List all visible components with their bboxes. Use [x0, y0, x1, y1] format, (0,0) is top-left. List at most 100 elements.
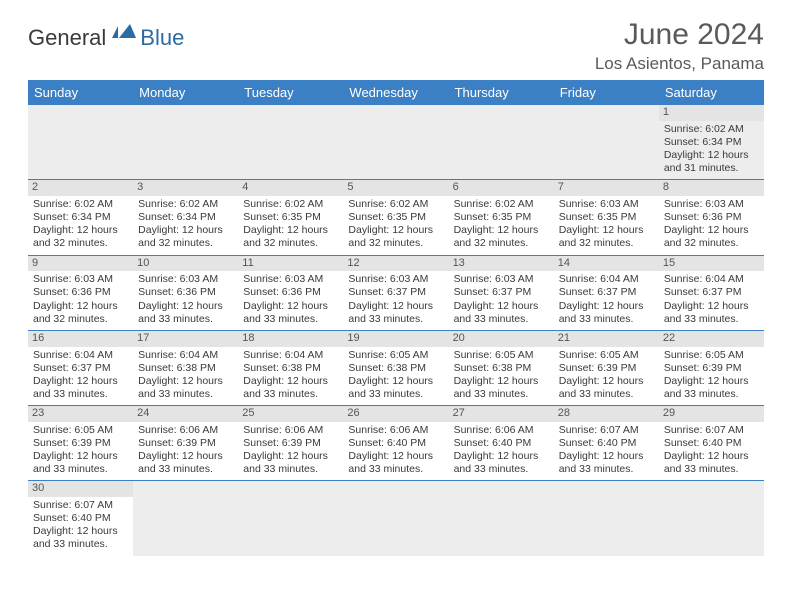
day-number: 26 [343, 406, 448, 422]
calendar-week-row: 16Sunrise: 6:04 AMSunset: 6:37 PMDayligh… [28, 330, 764, 405]
sunrise-line: Sunrise: 6:02 AM [454, 198, 549, 211]
calendar-day-cell [133, 105, 238, 180]
day-number: 13 [449, 256, 554, 272]
daylight-line: Daylight: 12 hours and 33 minutes. [348, 300, 443, 326]
calendar-day-cell: 11Sunrise: 6:03 AMSunset: 6:36 PMDayligh… [238, 255, 343, 330]
calendar-day-cell: 10Sunrise: 6:03 AMSunset: 6:36 PMDayligh… [133, 255, 238, 330]
weekday-header: Sunday [28, 80, 133, 105]
day-number: 28 [554, 406, 659, 422]
weekday-header-row: Sunday Monday Tuesday Wednesday Thursday… [28, 80, 764, 105]
day-number: 16 [28, 331, 133, 347]
sunset-line: Sunset: 6:39 PM [138, 437, 233, 450]
calendar-day-cell: 30Sunrise: 6:07 AMSunset: 6:40 PMDayligh… [28, 481, 133, 556]
sunset-line: Sunset: 6:35 PM [243, 211, 338, 224]
sunrise-line: Sunrise: 6:04 AM [138, 349, 233, 362]
daylight-line: Daylight: 12 hours and 33 minutes. [664, 300, 759, 326]
weekday-header: Saturday [659, 80, 764, 105]
day-number: 18 [238, 331, 343, 347]
calendar-week-row: 2Sunrise: 6:02 AMSunset: 6:34 PMDaylight… [28, 180, 764, 255]
day-number: 6 [449, 180, 554, 196]
day-number: 14 [554, 256, 659, 272]
calendar-day-cell: 2Sunrise: 6:02 AMSunset: 6:34 PMDaylight… [28, 180, 133, 255]
weekday-header: Tuesday [238, 80, 343, 105]
sunrise-line: Sunrise: 6:04 AM [243, 349, 338, 362]
day-number: 25 [238, 406, 343, 422]
sunrise-line: Sunrise: 6:03 AM [454, 273, 549, 286]
sunrise-line: Sunrise: 6:04 AM [33, 349, 128, 362]
day-number: 22 [659, 331, 764, 347]
calendar-week-row: 9Sunrise: 6:03 AMSunset: 6:36 PMDaylight… [28, 255, 764, 330]
day-number: 7 [554, 180, 659, 196]
sunset-line: Sunset: 6:38 PM [348, 362, 443, 375]
title-block: June 2024 Los Asientos, Panama [595, 18, 764, 74]
calendar-day-cell: 25Sunrise: 6:06 AMSunset: 6:39 PMDayligh… [238, 406, 343, 481]
weekday-header: Wednesday [343, 80, 448, 105]
daylight-line: Daylight: 12 hours and 32 minutes. [33, 224, 128, 250]
calendar-day-cell [449, 105, 554, 180]
calendar-day-cell: 22Sunrise: 6:05 AMSunset: 6:39 PMDayligh… [659, 330, 764, 405]
day-number: 9 [28, 256, 133, 272]
calendar-day-cell: 29Sunrise: 6:07 AMSunset: 6:40 PMDayligh… [659, 406, 764, 481]
day-number: 12 [343, 256, 448, 272]
sunset-line: Sunset: 6:36 PM [243, 286, 338, 299]
sunrise-line: Sunrise: 6:03 AM [33, 273, 128, 286]
daylight-line: Daylight: 12 hours and 33 minutes. [33, 525, 128, 551]
calendar-day-cell: 19Sunrise: 6:05 AMSunset: 6:38 PMDayligh… [343, 330, 448, 405]
calendar-day-cell: 6Sunrise: 6:02 AMSunset: 6:35 PMDaylight… [449, 180, 554, 255]
calendar-day-cell [343, 481, 448, 556]
calendar-week-row: 30Sunrise: 6:07 AMSunset: 6:40 PMDayligh… [28, 481, 764, 556]
calendar-day-cell: 20Sunrise: 6:05 AMSunset: 6:38 PMDayligh… [449, 330, 554, 405]
sunset-line: Sunset: 6:38 PM [454, 362, 549, 375]
daylight-line: Daylight: 12 hours and 33 minutes. [664, 450, 759, 476]
daylight-line: Daylight: 12 hours and 33 minutes. [33, 375, 128, 401]
header: General Blue June 2024 Los Asientos, Pan… [28, 18, 764, 74]
sunrise-line: Sunrise: 6:06 AM [454, 424, 549, 437]
sunset-line: Sunset: 6:38 PM [243, 362, 338, 375]
day-number: 8 [659, 180, 764, 196]
sunset-line: Sunset: 6:34 PM [664, 136, 759, 149]
calendar-day-cell: 18Sunrise: 6:04 AMSunset: 6:38 PMDayligh… [238, 330, 343, 405]
logo-flag-icon [112, 24, 138, 45]
calendar-week-row: 1Sunrise: 6:02 AMSunset: 6:34 PMDaylight… [28, 105, 764, 180]
daylight-line: Daylight: 12 hours and 32 minutes. [664, 224, 759, 250]
daylight-line: Daylight: 12 hours and 33 minutes. [454, 450, 549, 476]
sunset-line: Sunset: 6:35 PM [559, 211, 654, 224]
day-number: 15 [659, 256, 764, 272]
calendar-day-cell: 13Sunrise: 6:03 AMSunset: 6:37 PMDayligh… [449, 255, 554, 330]
logo: General Blue [28, 24, 184, 51]
weekday-header: Friday [554, 80, 659, 105]
daylight-line: Daylight: 12 hours and 33 minutes. [138, 375, 233, 401]
day-number: 27 [449, 406, 554, 422]
sunset-line: Sunset: 6:36 PM [138, 286, 233, 299]
sunrise-line: Sunrise: 6:04 AM [664, 273, 759, 286]
calendar-day-cell: 28Sunrise: 6:07 AMSunset: 6:40 PMDayligh… [554, 406, 659, 481]
calendar-day-cell: 5Sunrise: 6:02 AMSunset: 6:35 PMDaylight… [343, 180, 448, 255]
calendar-day-cell [659, 481, 764, 556]
calendar-day-cell: 23Sunrise: 6:05 AMSunset: 6:39 PMDayligh… [28, 406, 133, 481]
daylight-line: Daylight: 12 hours and 33 minutes. [348, 450, 443, 476]
sunrise-line: Sunrise: 6:06 AM [348, 424, 443, 437]
sunrise-line: Sunrise: 6:07 AM [559, 424, 654, 437]
calendar-day-cell: 9Sunrise: 6:03 AMSunset: 6:36 PMDaylight… [28, 255, 133, 330]
daylight-line: Daylight: 12 hours and 33 minutes. [138, 450, 233, 476]
sunrise-line: Sunrise: 6:07 AM [33, 499, 128, 512]
daylight-line: Daylight: 12 hours and 33 minutes. [664, 375, 759, 401]
day-number: 23 [28, 406, 133, 422]
sunrise-line: Sunrise: 6:05 AM [33, 424, 128, 437]
calendar-day-cell [343, 105, 448, 180]
sunrise-line: Sunrise: 6:05 AM [348, 349, 443, 362]
calendar-day-cell: 4Sunrise: 6:02 AMSunset: 6:35 PMDaylight… [238, 180, 343, 255]
calendar-day-cell: 3Sunrise: 6:02 AMSunset: 6:34 PMDaylight… [133, 180, 238, 255]
calendar-day-cell: 8Sunrise: 6:03 AMSunset: 6:36 PMDaylight… [659, 180, 764, 255]
day-number: 20 [449, 331, 554, 347]
sunset-line: Sunset: 6:40 PM [664, 437, 759, 450]
sunrise-line: Sunrise: 6:05 AM [559, 349, 654, 362]
daylight-line: Daylight: 12 hours and 33 minutes. [348, 375, 443, 401]
day-number: 10 [133, 256, 238, 272]
sunset-line: Sunset: 6:39 PM [664, 362, 759, 375]
day-number: 24 [133, 406, 238, 422]
day-number: 17 [133, 331, 238, 347]
logo-text-blue: Blue [140, 25, 184, 51]
daylight-line: Daylight: 12 hours and 31 minutes. [664, 149, 759, 175]
sunset-line: Sunset: 6:37 PM [348, 286, 443, 299]
